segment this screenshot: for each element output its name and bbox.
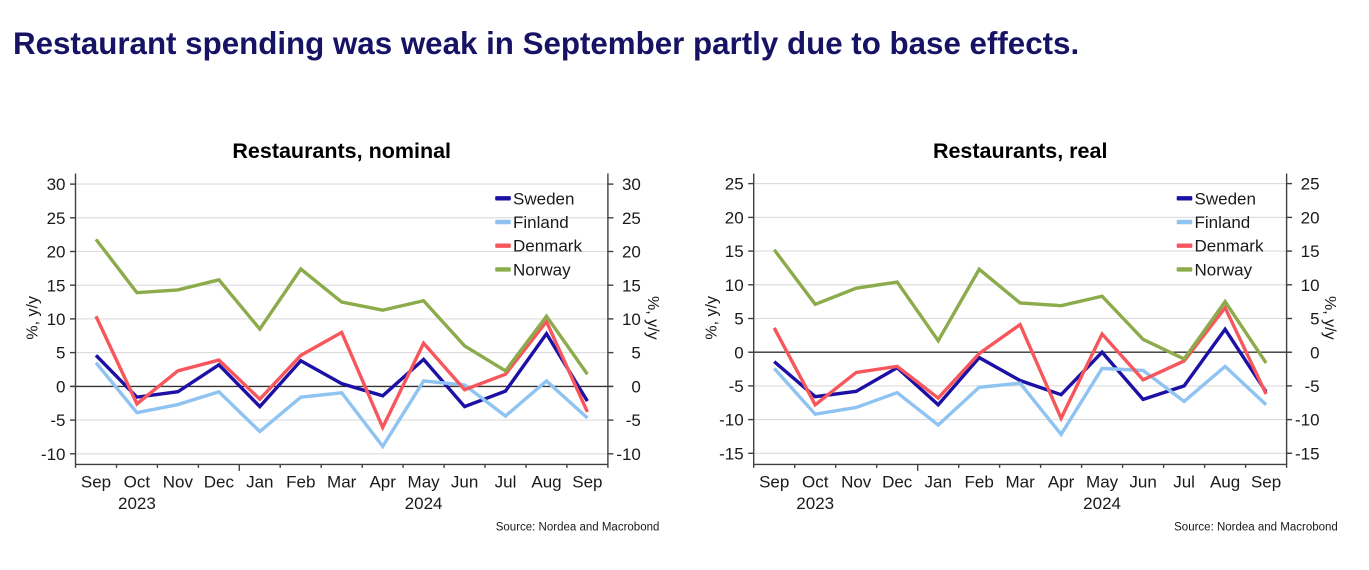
svg-text:Dec: Dec	[882, 473, 913, 492]
svg-text:Feb: Feb	[286, 473, 315, 492]
svg-text:30: 30	[622, 175, 641, 194]
svg-text:Sep: Sep	[1251, 473, 1281, 492]
svg-text:5: 5	[1310, 310, 1319, 329]
svg-text:Sep: Sep	[572, 473, 602, 492]
svg-text:-5: -5	[729, 377, 744, 396]
svg-text:Finland: Finland	[1195, 213, 1251, 232]
svg-text:20: 20	[1301, 209, 1320, 228]
svg-text:%, y/y: %, y/y	[704, 296, 721, 340]
svg-text:%, y/y: %, y/y	[1321, 296, 1338, 340]
svg-text:Sep: Sep	[81, 473, 111, 492]
svg-text:Aug: Aug	[531, 473, 561, 492]
svg-text:-10: -10	[41, 445, 66, 464]
svg-text:0: 0	[631, 378, 640, 397]
svg-text:Restaurants, nominal: Restaurants, nominal	[232, 139, 451, 163]
svg-text:10: 10	[47, 310, 66, 329]
svg-text:Nov: Nov	[841, 473, 872, 492]
svg-text:15: 15	[1301, 242, 1320, 261]
svg-text:Norway: Norway	[1195, 260, 1253, 279]
svg-text:Feb: Feb	[965, 473, 994, 492]
svg-text:May: May	[1086, 473, 1119, 492]
svg-text:Jan: Jan	[246, 473, 273, 492]
svg-text:Denmark: Denmark	[1195, 237, 1264, 256]
svg-text:15: 15	[47, 276, 66, 295]
svg-text:-5: -5	[626, 411, 641, 430]
svg-text:-10: -10	[1295, 411, 1320, 430]
svg-text:0: 0	[56, 378, 65, 397]
svg-text:Source: Nordea and Macrobond: Source: Nordea and Macrobond	[1174, 521, 1338, 533]
svg-text:Mar: Mar	[327, 473, 357, 492]
svg-text:25: 25	[1301, 175, 1320, 194]
svg-text:25: 25	[622, 209, 641, 228]
svg-text:-5: -5	[1304, 377, 1319, 396]
svg-text:15: 15	[725, 242, 744, 261]
svg-text:-15: -15	[1295, 444, 1320, 463]
svg-text:Jul: Jul	[495, 473, 517, 492]
svg-text:Nov: Nov	[163, 473, 194, 492]
svg-text:-10: -10	[616, 445, 641, 464]
svg-text:Sep: Sep	[759, 473, 789, 492]
svg-text:Denmark: Denmark	[513, 237, 582, 256]
svg-text:%, y/y: %, y/y	[644, 296, 661, 340]
svg-text:15: 15	[622, 276, 641, 295]
svg-text:0: 0	[1310, 343, 1319, 362]
svg-text:10: 10	[1301, 276, 1320, 295]
svg-text:10: 10	[622, 310, 641, 329]
svg-text:Source: Nordea and Macrobond: Source: Nordea and Macrobond	[496, 521, 660, 533]
svg-text:2024: 2024	[1083, 494, 1121, 513]
svg-text:May: May	[408, 473, 441, 492]
svg-text:Mar: Mar	[1005, 473, 1035, 492]
svg-text:Sweden: Sweden	[513, 189, 574, 208]
svg-text:Jul: Jul	[1173, 473, 1195, 492]
svg-text:Jan: Jan	[924, 473, 951, 492]
svg-text:2023: 2023	[118, 494, 156, 513]
svg-text:-15: -15	[719, 444, 744, 463]
svg-text:Finland: Finland	[513, 213, 569, 232]
svg-text:20: 20	[622, 243, 641, 262]
svg-text:Apr: Apr	[1048, 473, 1075, 492]
svg-text:25: 25	[47, 209, 66, 228]
svg-text:Sweden: Sweden	[1195, 189, 1256, 208]
svg-text:5: 5	[56, 344, 65, 363]
svg-text:2024: 2024	[405, 494, 443, 513]
svg-text:%, y/y: %, y/y	[25, 296, 42, 340]
svg-text:Oct: Oct	[802, 473, 829, 492]
svg-text:-10: -10	[719, 411, 744, 430]
svg-text:Jun: Jun	[1129, 473, 1156, 492]
svg-text:-5: -5	[50, 411, 65, 430]
svg-text:Restaurants, real: Restaurants, real	[933, 139, 1107, 163]
svg-text:Apr: Apr	[369, 473, 396, 492]
svg-text:Jun: Jun	[451, 473, 478, 492]
svg-text:5: 5	[631, 344, 640, 363]
svg-text:Norway: Norway	[513, 260, 571, 279]
svg-text:0: 0	[734, 343, 743, 362]
svg-text:25: 25	[725, 175, 744, 194]
svg-text:Aug: Aug	[1210, 473, 1240, 492]
svg-text:2023: 2023	[796, 494, 834, 513]
svg-text:20: 20	[47, 243, 66, 262]
svg-text:Oct: Oct	[124, 473, 151, 492]
svg-text:30: 30	[47, 175, 66, 194]
svg-text:Dec: Dec	[204, 473, 235, 492]
svg-text:5: 5	[734, 310, 743, 329]
svg-text:10: 10	[725, 276, 744, 295]
svg-text:20: 20	[725, 209, 744, 228]
